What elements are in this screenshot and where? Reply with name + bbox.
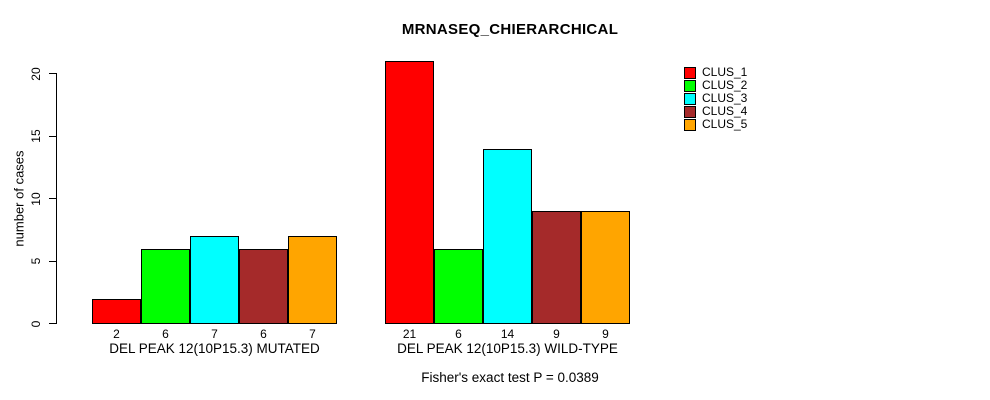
bar-clus_1-group2 [385,61,434,324]
bar-clus_5-group2 [581,211,630,324]
bar-value-label: 9 [602,327,609,341]
y-tick-mark-5 [49,260,56,262]
bar-clus_3-group1 [190,236,239,324]
bar-clus_3-group2 [483,148,532,324]
y-tick-mark-0 [49,323,56,324]
y-tick-label-0: 0 [29,320,43,327]
bar-clus_2-group1 [141,248,190,324]
bar-clus_4-group1 [239,248,288,324]
legend-label-clus_5: CLUS_5 [702,117,748,131]
bar-value-label: 2 [113,327,120,341]
bar-value-label: 7 [211,327,218,341]
fisher-test-annotation: Fisher's exact test P = 0.0389 [421,370,599,385]
bar-value-label: 6 [162,327,169,341]
bar-value-label: 14 [500,327,515,341]
legend-label-clus_2: CLUS_2 [702,78,748,92]
y-axis-line [56,73,57,324]
bar-clus_2-group2 [434,248,483,324]
legend-swatch-clus_2 [684,79,696,92]
legend-swatch-clus_3 [684,92,696,105]
legend-swatch-clus_4 [684,105,696,118]
legend-row-clus_4: CLUS_4 [684,105,747,118]
group-label-2: DEL PEAK 12(10P15.3) WILD-TYPE [397,341,618,356]
legend-swatch-clus_1 [684,66,696,79]
bar-clus_5-group1 [288,236,337,324]
y-tick-label-15: 15 [29,129,43,143]
bar-clus_4-group2 [532,211,581,324]
bar-clus_1-group1 [92,298,141,324]
legend: CLUS_1 CLUS_2 CLUS_3 CLUS_4 CLUS_5 [684,66,747,131]
group-label-1: DEL PEAK 12(10P15.3) MUTATED [109,341,320,356]
y-tick-label-10: 10 [29,191,43,206]
legend-row-clus_3: CLUS_3 [684,92,747,105]
y-tick-mark-15 [49,135,56,137]
y-tick-mark-10 [49,198,56,199]
legend-label-clus_3: CLUS_3 [702,91,748,105]
legend-label-clus_4: CLUS_4 [702,104,748,118]
legend-swatch-clus_5 [684,118,696,131]
y-tick-mark-20 [49,73,56,74]
legend-row-clus_5: CLUS_5 [684,118,747,131]
legend-row-clus_2: CLUS_2 [684,79,747,92]
bar-value-label: 21 [402,327,417,341]
y-axis-title: number of cases [11,150,27,247]
y-tick-label-5: 5 [29,257,43,265]
bar-value-label: 6 [455,327,462,341]
y-tick-label-20: 20 [29,66,43,81]
legend-label-clus_1: CLUS_1 [702,65,748,79]
chart-title: MRNASEQ_CHIERARCHICAL [401,21,619,38]
bar-value-label: 9 [553,327,560,341]
bar-value-label: 7 [309,327,316,341]
legend-row-clus_1: CLUS_1 [684,66,747,79]
bar-value-label: 6 [260,327,267,341]
